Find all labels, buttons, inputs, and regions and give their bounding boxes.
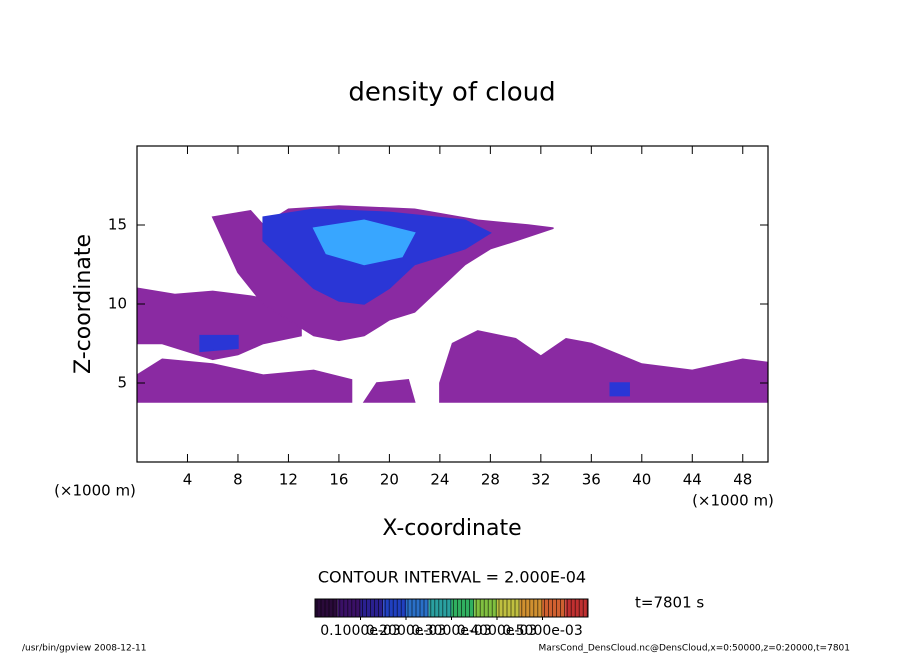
x-tick-label: 12 — [279, 471, 298, 489]
x-tick-label: 24 — [430, 471, 449, 489]
colorbar-cell — [315, 599, 338, 617]
x-tick-label: 36 — [582, 471, 601, 489]
colorbar-cell — [519, 599, 543, 617]
contour-region — [362, 379, 416, 403]
colorbar-cell — [497, 599, 520, 617]
colorbar-tick-label: 0.5000e-03 — [502, 623, 582, 639]
footer-left: /usr/bin/gpview 2008-12-11 — [22, 644, 146, 654]
colorbar-cell — [360, 599, 384, 617]
contour-interval: CONTOUR INTERVAL = 2.000E-04 — [318, 568, 586, 587]
contour-region — [199, 334, 239, 353]
contour-area — [137, 205, 768, 403]
contour-region — [439, 330, 768, 403]
x-tick-label: 48 — [733, 471, 752, 489]
x-unit-label: (×1000 m) — [692, 492, 774, 510]
x-tick-label: 40 — [632, 471, 651, 489]
contour-region — [609, 382, 630, 397]
y-axis-label: Z-coordinate — [71, 234, 96, 374]
colorbar-tick-label: 0.2000e-03 — [366, 623, 446, 639]
colorbar-cell — [542, 599, 566, 617]
x-tick-label: 20 — [380, 471, 399, 489]
colorbar-cell — [474, 599, 497, 617]
colorbar-cell — [337, 599, 361, 617]
colorbar-cell — [383, 599, 406, 617]
colorbar-cell — [451, 599, 475, 617]
colorbar-tick-label: 0.1000e-03 — [320, 623, 400, 639]
x-tick-label: 44 — [683, 471, 702, 489]
contour-region — [137, 287, 302, 361]
footer-right: MarsCond_DensCloud.nc@DensCloud,x=0:5000… — [539, 644, 851, 654]
x-axis-label: X-coordinate — [382, 516, 521, 541]
x-tick-label: 32 — [531, 471, 550, 489]
y-tick-label: 10 — [108, 295, 127, 313]
chart-title: density of cloud — [348, 78, 555, 108]
x-tick-label: 16 — [329, 471, 348, 489]
colorbar-cell — [565, 599, 588, 617]
time-label: t=7801 s — [635, 594, 704, 612]
contour-region — [312, 219, 416, 266]
x-tick-label: 28 — [481, 471, 500, 489]
x-tick-label: 8 — [233, 471, 243, 489]
contour-region — [137, 358, 353, 403]
y-tick-label: 15 — [108, 216, 127, 234]
colorbar-cell — [406, 599, 429, 617]
colorbar: 0.1000e-030.2000e-030.3000e-030.4000e-03… — [314, 598, 589, 639]
x-unit-label: (×1000 m) — [54, 482, 136, 500]
colorbar-tick-label: 0.4000e-03 — [457, 623, 537, 639]
colorbar-tick-label: 0.3000e-03 — [411, 623, 491, 639]
y-tick-label: 5 — [117, 374, 127, 392]
x-tick-label: 4 — [183, 471, 193, 489]
colorbar-cell — [428, 599, 452, 617]
